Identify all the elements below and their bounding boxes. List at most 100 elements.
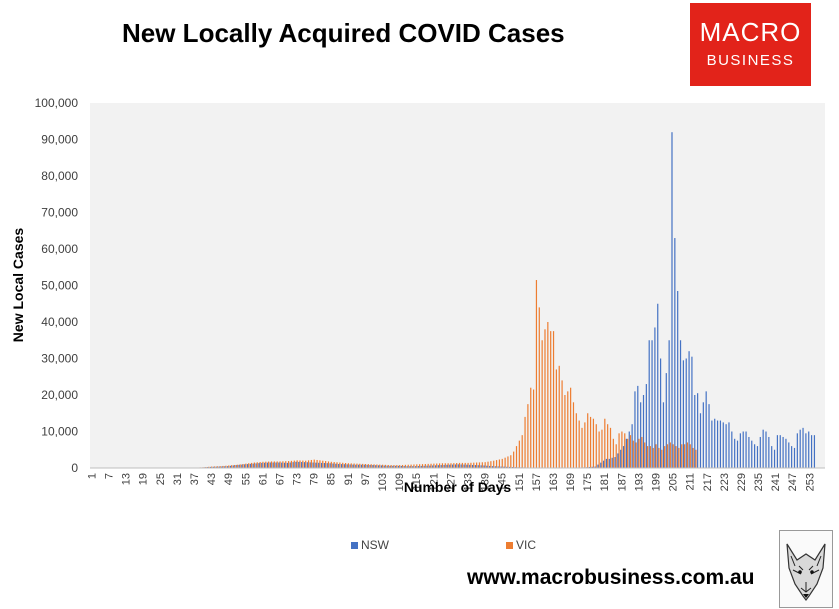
x-tick-label: 109 <box>394 473 406 491</box>
bar-nsw-day-50 <box>229 465 232 468</box>
x-tick-label: 79 <box>309 473 321 485</box>
y-tick-labels: 0 10,000 20,000 30,000 40,000 50,000 60,000 70,… <box>35 96 79 475</box>
bar-vic-day-52 <box>236 464 238 468</box>
bar-nsw-day-184 <box>611 457 613 468</box>
bar-vic-day-188 <box>624 433 626 468</box>
bar-vic-day-63 <box>268 461 270 468</box>
y-tick-label: 50,000 <box>41 279 78 293</box>
bar-vic-day-137 <box>478 462 481 468</box>
x-tick-label: 253 <box>804 473 816 491</box>
bar-vic-day-126 <box>447 463 449 468</box>
bar-vic-day-112 <box>407 464 409 468</box>
bar-nsw-day-55 <box>244 464 246 468</box>
bar-nsw-day-250 <box>799 429 801 468</box>
bar-vic-day-181 <box>604 418 606 468</box>
bar-nsw-day-222 <box>719 420 722 468</box>
bar-vic-day-209 <box>683 444 686 468</box>
bar-vic-day-190 <box>629 435 632 468</box>
bar-vic-day-199 <box>655 444 657 468</box>
bar-vic-day-165 <box>558 365 560 468</box>
bar-nsw-day-53 <box>238 464 240 468</box>
bar-nsw-day-218 <box>708 404 710 469</box>
bar-nsw-day-204 <box>668 340 670 468</box>
bar-vic-day-210 <box>686 442 689 468</box>
bar-nsw-day-215 <box>699 413 702 468</box>
bar-nsw-day-147 <box>506 466 508 468</box>
bar-nsw-day-180 <box>600 462 602 468</box>
x-tick-label: 139 <box>480 473 492 491</box>
bar-nsw-day-49 <box>226 466 229 468</box>
bar-vic-day-93 <box>353 463 355 468</box>
bar-nsw-day-193 <box>637 385 639 469</box>
bar-vic-day-169 <box>570 387 572 468</box>
bar-nsw-day-239 <box>768 436 770 468</box>
bar-nsw-day-198 <box>651 340 653 468</box>
x-tick-label: 97 <box>360 473 372 485</box>
bar-vic-day-145 <box>501 458 503 469</box>
bar-nsw-day-94 <box>355 464 357 468</box>
bar-nsw-day-73 <box>295 461 297 468</box>
x-tick-label: 151 <box>514 473 526 491</box>
vic-bars <box>193 280 697 469</box>
bar-nsw-day-200 <box>657 303 659 468</box>
bar-vic-day-175 <box>587 413 589 468</box>
bar-nsw-day-232 <box>748 436 750 468</box>
bar-nsw-day-136 <box>474 465 477 468</box>
bar-vic-day-65 <box>273 461 275 468</box>
bar-nsw-day-44 <box>212 466 214 468</box>
bar-nsw-day-133 <box>466 464 468 468</box>
bar-nsw-day-146 <box>503 466 505 468</box>
bar-vic-day-189 <box>627 438 629 468</box>
bar-vic-day-144 <box>498 459 501 468</box>
bar-nsw-day-116 <box>417 466 420 468</box>
legend-swatch-nsw <box>351 542 358 550</box>
bar-vic-day-130 <box>458 462 461 468</box>
bar-vic-day-161 <box>547 322 549 468</box>
bar-vic-day-95 <box>359 463 361 468</box>
bar-nsw-day-131 <box>460 464 462 468</box>
bar-vic-day-187 <box>621 431 623 468</box>
bar-vic-day-197 <box>649 446 651 468</box>
bar-vic-day-142 <box>493 460 495 468</box>
bar-nsw-day-139 <box>483 465 485 468</box>
legend-item-vic: VIC <box>506 538 536 552</box>
bar-nsw-day-236 <box>759 436 761 468</box>
bar-nsw-day-61 <box>261 462 263 468</box>
bar-nsw-day-107 <box>392 465 394 468</box>
x-tick-label: 157 <box>531 473 543 491</box>
bar-nsw-day-254 <box>810 435 813 468</box>
bar-vic-day-96 <box>362 463 364 468</box>
bar-nsw-day-207 <box>677 290 679 468</box>
bar-nsw-day-106 <box>389 465 391 468</box>
bar-nsw-day-88 <box>338 463 340 468</box>
bar-vic-day-203 <box>666 444 669 468</box>
bar-vic-day-90 <box>344 463 347 468</box>
bar-nsw-day-48 <box>224 466 226 468</box>
bar-vic-day-201 <box>661 449 663 468</box>
bar-vic-day-191 <box>632 440 634 469</box>
bar-nsw-day-181 <box>603 460 605 468</box>
x-tick-label: 61 <box>257 473 269 485</box>
x-tick-label: 37 <box>189 473 201 485</box>
y-tick-label: 30,000 <box>41 352 78 366</box>
bar-nsw-day-141 <box>489 465 491 468</box>
bar-nsw-day-202 <box>662 402 665 468</box>
bar-vic-day-74 <box>299 460 301 468</box>
bar-vic-day-131 <box>461 462 463 468</box>
x-tick-label: 175 <box>582 473 594 491</box>
bar-vic-day-194 <box>641 436 643 468</box>
bar-vic-day-46 <box>219 466 221 468</box>
x-tick-label: 211 <box>685 473 697 491</box>
bar-nsw-day-108 <box>395 465 397 468</box>
bar-nsw-day-126 <box>446 464 448 468</box>
bar-nsw-day-46 <box>218 466 220 468</box>
bar-vic-day-51 <box>233 464 236 468</box>
bar-vic-day-69 <box>285 461 287 468</box>
bar-vic-day-170 <box>572 402 575 468</box>
bar-vic-day-83 <box>325 461 327 468</box>
bar-vic-day-184 <box>612 438 614 468</box>
bar-vic-day-162 <box>550 331 552 469</box>
y-tick-label: 20,000 <box>41 388 78 402</box>
bar-nsw-day-205 <box>671 132 673 468</box>
bar-nsw-day-185 <box>614 457 616 468</box>
